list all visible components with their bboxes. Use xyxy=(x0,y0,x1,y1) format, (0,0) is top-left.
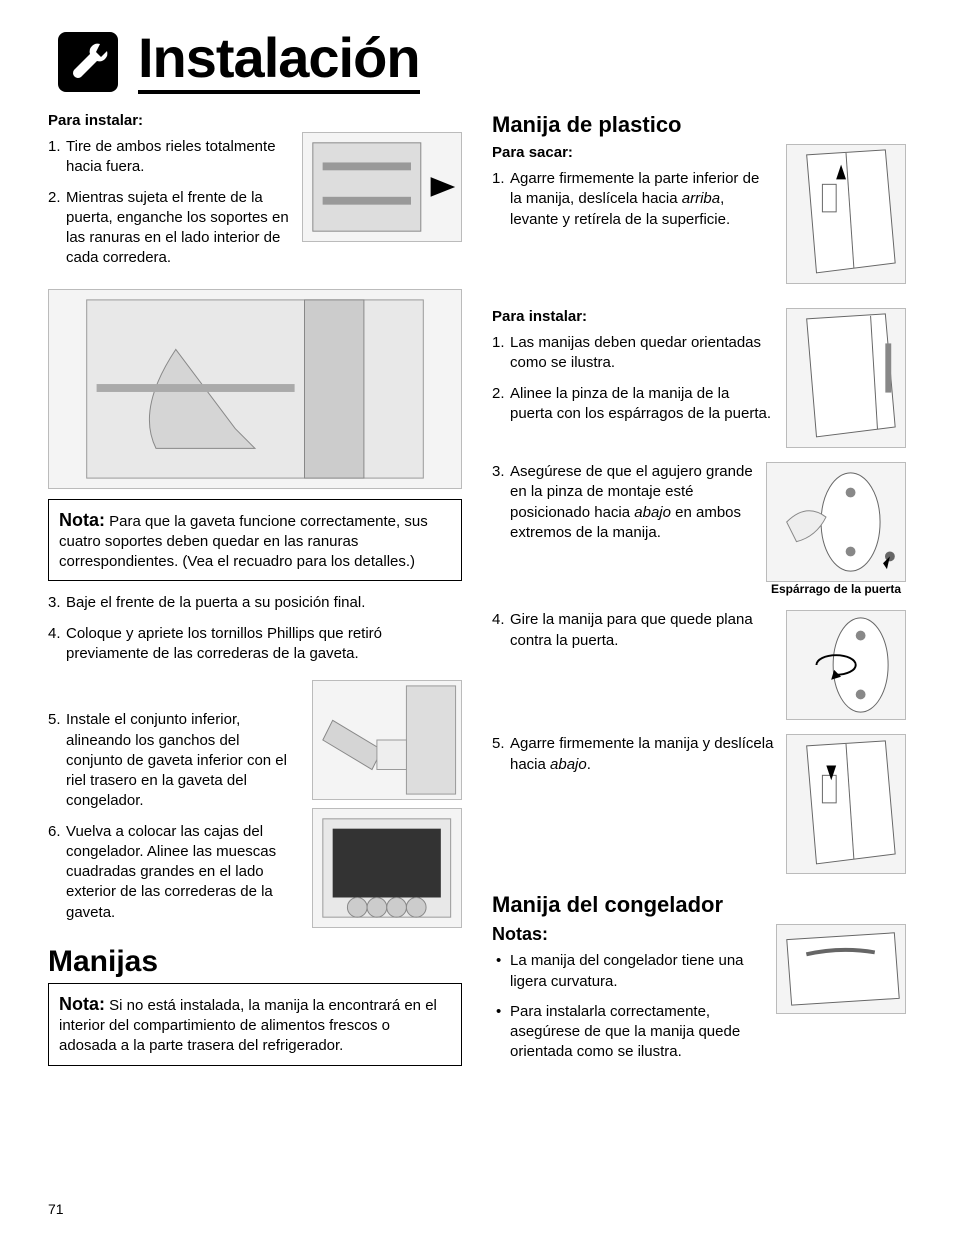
list-item: 6.Vuelva a colocar las cajas del congela… xyxy=(66,822,300,923)
right-column: Manija de plastico Para sacar: 1.Agarre … xyxy=(492,112,906,1078)
wrench-icon xyxy=(58,32,118,92)
freezer-handle-title: Manija del congelador xyxy=(492,892,906,918)
basket-illustration xyxy=(312,808,462,928)
rails-illustration xyxy=(302,132,462,242)
list-item: 3.Asegúrese de que el agujero grande en … xyxy=(510,462,754,543)
list-item: 2.Alinee la pinza de la manija de la pue… xyxy=(510,384,774,425)
fridge-up-illustration xyxy=(786,144,906,284)
notes-heading: Notas: xyxy=(492,924,764,945)
list-item: Para instalarla correctamente, asegúrese… xyxy=(510,1002,764,1063)
fridge-down-illustration xyxy=(786,734,906,874)
list-item: 4.Coloque y apriete los tornillos Philli… xyxy=(66,624,462,665)
note-label: Nota: xyxy=(59,994,105,1014)
list-item: 4.Gire la manija para que quede plana co… xyxy=(510,610,774,651)
list-item: 5.Instale el conjunto inferior, alineand… xyxy=(66,710,300,811)
fridge-orient-illustration xyxy=(786,308,906,448)
stud-illustration xyxy=(766,462,906,582)
plastic-handle-title: Manija de plastico xyxy=(492,112,906,138)
list-item: 3.Baje el frente de la puerta a su posic… xyxy=(66,593,462,613)
install-heading-right: Para instalar: xyxy=(492,308,774,325)
remove-heading: Para sacar: xyxy=(492,144,774,161)
freezer-handle-illustration xyxy=(776,924,906,1014)
page-title: Instalación xyxy=(138,30,420,94)
install-steps-b: 3.Baje el frente de la puerta a su posic… xyxy=(48,593,462,674)
install-step4: 4.Gire la manija para que quede plana co… xyxy=(492,610,774,661)
install-heading: Para instalar: xyxy=(48,112,290,129)
list-item: 1.Agarre firmemente la parte inferior de… xyxy=(510,169,774,230)
page-number: 71 xyxy=(48,1201,64,1217)
list-item: 1.Las manijas deben quedar orientadas co… xyxy=(510,333,774,374)
install-step5: 5.Agarre firmemente la manija y deslícel… xyxy=(492,734,774,785)
list-item: 5.Agarre firmemente la manija y deslícel… xyxy=(510,734,774,775)
install-step3: 3.Asegúrese de que el agujero grande en … xyxy=(492,462,754,553)
door-hook-illustration xyxy=(48,289,462,489)
note-text: Para que la gaveta funcione correctament… xyxy=(59,513,428,571)
left-column: Para instalar: 1.Tire de ambos rieles to… xyxy=(48,112,462,1078)
remove-steps: 1.Agarre firmemente la parte inferior de… xyxy=(492,169,774,230)
page-header: Instalación xyxy=(58,30,906,94)
note-box-1: Nota: Para que la gaveta funcione correc… xyxy=(48,499,462,582)
note-text: Si no está instalada, la manija la encon… xyxy=(59,997,437,1055)
freezer-notes: La manija del congelador tiene una liger… xyxy=(492,951,764,1062)
list-item xyxy=(66,680,300,700)
screw-illustration xyxy=(312,680,462,800)
install-steps-a: 1.Tire de ambos rieles totalmente hacia … xyxy=(48,137,290,269)
install-steps-b2: 5.Instale el conjunto inferior, alineand… xyxy=(48,680,300,933)
note-label: Nota: xyxy=(59,510,105,530)
stud-caption: Espárrago de la puerta xyxy=(766,582,906,596)
manijas-title: Manijas xyxy=(48,945,462,979)
list-item: 1.Tire de ambos rieles totalmente hacia … xyxy=(66,137,290,178)
rotate-illustration xyxy=(786,610,906,720)
list-item: La manija del congelador tiene una liger… xyxy=(510,951,764,992)
install-steps-right: 1.Las manijas deben quedar orientadas co… xyxy=(492,333,774,424)
list-item: 2.Mientras sujeta el frente de la puerta… xyxy=(66,188,290,269)
note-box-2: Nota: Si no está instalada, la manija la… xyxy=(48,983,462,1066)
